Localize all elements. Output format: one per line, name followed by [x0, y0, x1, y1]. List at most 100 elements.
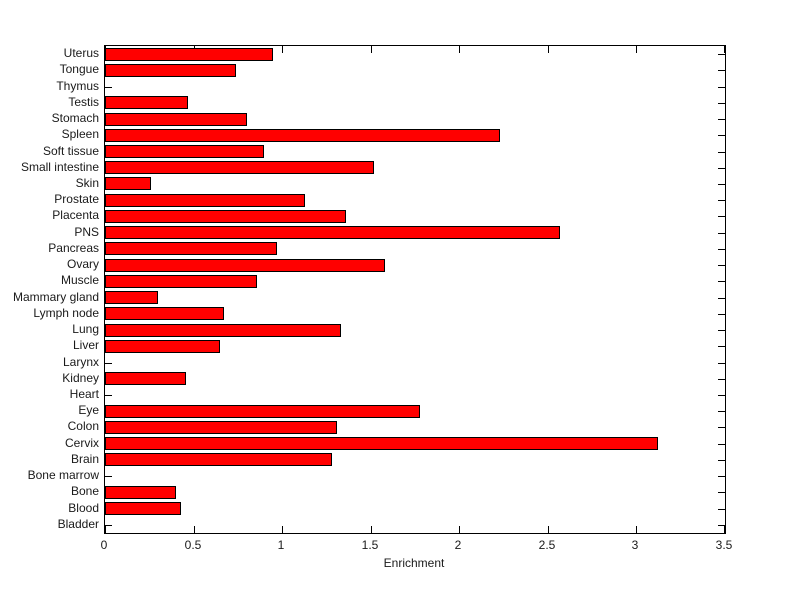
y-tick-right-brain: [718, 460, 725, 461]
y-tick-left-heart: [105, 395, 112, 396]
bar-cervix: [105, 437, 658, 450]
y-tick-right-bone: [718, 492, 725, 493]
y-tick-right-cervix: [718, 444, 725, 445]
bar-muscle: [105, 275, 257, 288]
x-tick-top-1.5: [371, 46, 372, 53]
bar-liver: [105, 340, 220, 353]
y-tick-right-eye: [718, 411, 725, 412]
y-tick-label-liver: Liver: [72, 338, 99, 352]
y-tick-right-placenta: [718, 216, 725, 217]
y-tick-label-pns: PNS: [74, 225, 99, 239]
x-tick-bottom-2: [459, 526, 460, 533]
bar-small-intestine: [105, 161, 374, 174]
y-tick-right-heart: [718, 395, 725, 396]
x-tick-top-3: [636, 46, 637, 53]
y-tick-right-lymph-node: [718, 314, 725, 315]
y-tick-label-testis: Testis: [68, 95, 99, 109]
y-tick-label-bladder: Bladder: [57, 517, 99, 531]
plot-area: [104, 45, 726, 534]
x-axis-title: Enrichment: [383, 556, 445, 570]
x-tick-top-2: [459, 46, 460, 53]
y-tick-label-soft-tissue: Soft tissue: [42, 144, 99, 158]
y-tick-label-lymph-node: Lymph node: [33, 306, 99, 320]
y-tick-label-larynx: Larynx: [62, 355, 99, 369]
y-tick-label-small-intestine: Small intestine: [20, 160, 99, 174]
bar-soft-tissue: [105, 145, 264, 158]
y-tick-right-uterus: [718, 54, 725, 55]
bar-lung: [105, 324, 341, 337]
x-tick-bottom-0: [105, 526, 106, 533]
y-tick-label-skin: Skin: [75, 176, 99, 190]
bar-ovary: [105, 259, 385, 272]
y-tick-right-kidney: [718, 379, 725, 380]
y-tick-right-colon: [718, 427, 725, 428]
bar-spleen: [105, 129, 500, 142]
x-tick-bottom-3.5: [724, 526, 725, 533]
y-tick-label-spleen: Spleen: [61, 127, 99, 141]
y-tick-left-larynx: [105, 363, 112, 364]
x-tick-label-3: 3: [631, 538, 639, 552]
y-tick-label-eye: Eye: [78, 403, 99, 417]
x-tick-label-2.5: 2.5: [538, 538, 556, 552]
x-tick-label-2: 2: [454, 538, 462, 552]
y-tick-right-soft-tissue: [718, 152, 725, 153]
y-tick-label-ovary: Ovary: [66, 257, 99, 271]
x-tick-top-3.5: [724, 46, 725, 53]
y-tick-right-pancreas: [718, 249, 725, 250]
y-tick-right-testis: [718, 103, 725, 104]
bar-lymph-node: [105, 307, 224, 320]
y-tick-right-muscle: [718, 281, 725, 282]
bar-placenta: [105, 210, 346, 223]
y-tick-right-lung: [718, 330, 725, 331]
bar-eye: [105, 405, 420, 418]
x-tick-bottom-2.5: [548, 526, 549, 533]
x-tick-bottom-3: [636, 526, 637, 533]
y-tick-right-larynx: [718, 363, 725, 364]
bar-skin: [105, 177, 151, 190]
bar-tongue: [105, 64, 236, 77]
y-tick-label-brain: Brain: [70, 452, 99, 466]
y-tick-label-colon: Colon: [67, 419, 99, 433]
y-tick-right-bone-marrow: [718, 476, 725, 477]
y-tick-right-prostate: [718, 200, 725, 201]
y-tick-right-bladder: [718, 525, 725, 526]
y-tick-label-muscle: Muscle: [60, 273, 99, 287]
y-tick-right-spleen: [718, 135, 725, 136]
bar-blood: [105, 502, 181, 515]
y-tick-right-thymus: [718, 87, 725, 88]
x-tick-top-2.5: [548, 46, 549, 53]
bar-stomach: [105, 113, 247, 126]
y-tick-label-kidney: Kidney: [62, 371, 99, 385]
y-tick-label-prostate: Prostate: [54, 192, 99, 206]
y-tick-label-cervix: Cervix: [64, 436, 99, 450]
y-tick-label-lung: Lung: [72, 322, 99, 336]
bar-brain: [105, 453, 332, 466]
y-tick-label-mammary-gland: Mammary gland: [12, 290, 99, 304]
y-tick-left-bladder: [105, 525, 112, 526]
bar-uterus: [105, 48, 273, 61]
y-tick-right-stomach: [718, 119, 725, 120]
bar-bone: [105, 486, 176, 499]
y-tick-right-ovary: [718, 265, 725, 266]
x-tick-bottom-1: [282, 526, 283, 533]
x-tick-bottom-0.5: [194, 526, 195, 533]
y-tick-label-placenta: Placenta: [52, 208, 99, 222]
y-tick-right-skin: [718, 184, 725, 185]
x-tick-top-1: [282, 46, 283, 53]
bar-mammary-gland: [105, 291, 158, 304]
y-tick-right-pns: [718, 233, 725, 234]
x-tick-label-0: 0: [100, 538, 108, 552]
y-tick-label-uterus: Uterus: [63, 46, 99, 60]
y-tick-label-tongue: Tongue: [59, 62, 99, 76]
bar-pancreas: [105, 242, 277, 255]
x-tick-label-1: 1: [277, 538, 285, 552]
y-tick-right-tongue: [718, 70, 725, 71]
bar-prostate: [105, 194, 305, 207]
bar-kidney: [105, 372, 186, 385]
bar-testis: [105, 96, 188, 109]
x-tick-label-3.5: 3.5: [715, 538, 733, 552]
y-tick-label-bone-marrow: Bone marrow: [27, 468, 99, 482]
x-tick-label-0.5: 0.5: [184, 538, 202, 552]
y-tick-label-stomach: Stomach: [51, 111, 99, 125]
